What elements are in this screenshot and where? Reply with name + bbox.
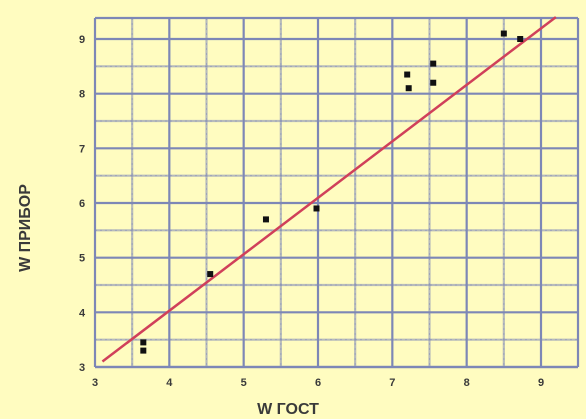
data-point xyxy=(313,205,320,212)
data-point xyxy=(430,60,437,67)
y-tick-label: 8 xyxy=(79,89,85,101)
data-point xyxy=(430,79,437,86)
x-tick-labels: 3 4 5 6 7 8 9 xyxy=(92,377,544,389)
x-axis-title: W ГОСТ xyxy=(257,401,319,418)
y-tick-label: 4 xyxy=(79,307,86,319)
data-point xyxy=(517,36,524,42)
x-tick-label: 6 xyxy=(315,377,321,389)
fit-line-layer xyxy=(101,16,557,363)
y-tick-label: 5 xyxy=(79,253,85,265)
data-point xyxy=(500,30,507,37)
y-axis-title: W ПРИБОР xyxy=(17,184,34,272)
x-tick-label: 4 xyxy=(166,377,173,389)
y-tick-label: 6 xyxy=(79,198,85,210)
x-tick-label: 7 xyxy=(389,377,395,389)
fit-line xyxy=(101,16,557,363)
x-tick-label: 9 xyxy=(538,377,544,389)
y-tick-label: 3 xyxy=(79,362,85,374)
major-grid xyxy=(93,16,580,369)
data-point xyxy=(140,347,147,354)
data-points xyxy=(140,30,524,354)
data-point xyxy=(207,271,214,278)
data-point xyxy=(262,216,269,223)
x-tick-label: 5 xyxy=(241,377,247,389)
x-tick-label: 8 xyxy=(464,377,470,389)
data-point xyxy=(404,71,411,78)
x-tick-label: 3 xyxy=(92,377,98,389)
y-tick-label: 9 xyxy=(79,34,85,46)
minor-grid xyxy=(95,18,578,367)
data-point xyxy=(140,339,147,346)
y-tick-label: 7 xyxy=(79,143,85,155)
data-point xyxy=(405,85,412,92)
y-tick-labels: 3 4 5 6 7 8 9 xyxy=(79,34,86,374)
